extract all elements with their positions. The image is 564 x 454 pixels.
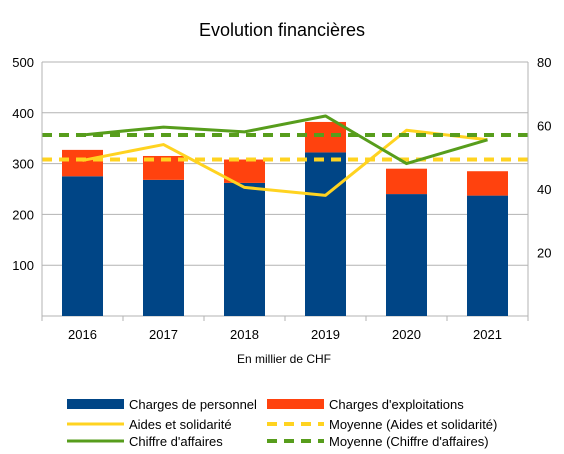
bar-exploitations-2020 [386,168,427,195]
x-tick-label-2018: 2018 [230,327,259,342]
y-tick-label-400: 400 [12,106,34,121]
bar-exploitations-2019 [305,121,346,153]
axes: 100 200 300 400 500 20 40 60 80 2016 2017 2018 2019 2… [12,55,551,342]
legend: Charges de personnel Charges d'exploitati… [67,397,497,449]
aides-line [82,128,488,197]
x-tick-label-2017: 2017 [149,327,178,342]
legend-aides-label: Aides et solidarité [129,417,232,432]
legend-aides-average-label: Moyenne (Aides et solidarité) [329,417,497,432]
legend-personnel-swatch [67,399,124,409]
y2-tick-label-20: 20 [537,246,551,261]
x-tick-label-2019: 2019 [311,327,340,342]
bar-exploitations-2017 [143,155,184,180]
y2-tick-label-80: 80 [537,55,551,70]
bar-exploitations-2021 [467,171,508,196]
bar-exploitations-2016 [62,149,103,177]
gridlines [42,61,528,317]
bar-personnel-2019 [305,152,346,316]
y-tick-label-500: 500 [12,55,34,70]
bar-personnel-2021 [467,195,508,316]
bar-personnel-2017 [143,179,184,316]
y-tick-label-300: 300 [12,157,34,172]
bar-exploitations-2018 [224,159,265,183]
y-tick-label-100: 100 [12,258,34,273]
bar-personnel-2016 [62,176,103,316]
series-lines [42,114,528,197]
x-tick-label-2021: 2021 [473,327,502,342]
chart-title: Evolution financières [199,20,365,40]
x-axis-title: En millier de CHF [237,352,331,366]
legend-chiffre-affaires-label: Chiffre d'affaires [129,434,223,449]
bar-personnel-2020 [386,194,427,316]
legend-exploitations-swatch [267,399,324,409]
x-tick-label-2016: 2016 [68,327,97,342]
y2-tick-label-60: 60 [537,119,551,134]
y2-tick-label-40: 40 [537,182,551,197]
y-tick-label-200: 200 [12,207,34,222]
x-tick-label-2020: 2020 [392,327,421,342]
chiffre-affaires-line [82,114,488,166]
bar-personnel-2018 [224,182,265,316]
legend-chiffre-affaires-average-label: Moyenne (Chiffre d'affaires) [329,434,489,449]
legend-exploitations-label: Charges d'exploitations [329,397,464,412]
legend-personnel-label: Charges de personnel [129,397,257,412]
bars [62,121,508,316]
